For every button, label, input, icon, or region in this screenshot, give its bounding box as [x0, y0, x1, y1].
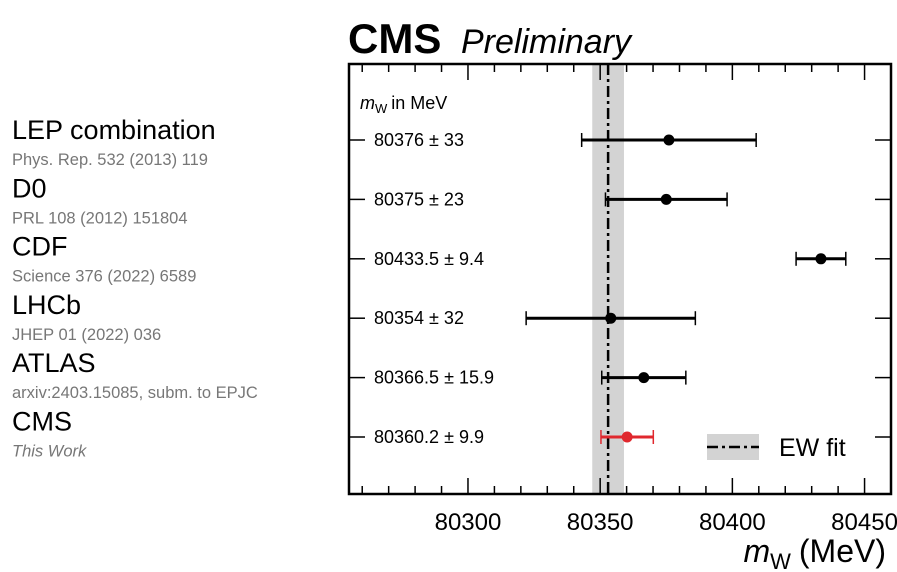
experiment-reference: Phys. Rep. 532 (2013) 119 [12, 151, 208, 169]
value-label: 80433.5 ± 9.4 [374, 249, 484, 269]
data-point [660, 193, 672, 205]
x-axis-label-symbol: m [743, 533, 770, 569]
experiment-reference: Science 376 (2022) 6589 [12, 268, 196, 286]
experiment-name: CMS [12, 407, 72, 437]
x-tick-label: 80300 [435, 509, 502, 536]
experiment-name: ATLAS [12, 348, 96, 378]
values-header-subscript: W [375, 101, 388, 116]
experiment-reference: JHEP 01 (2022) 036 [12, 326, 161, 344]
x-tick-label: 80400 [699, 509, 766, 536]
value-label: 80366.5 ± 15.9 [374, 368, 494, 388]
experiment-name: LEP combination [12, 115, 216, 145]
data-point [621, 431, 633, 443]
x-axis-label: mW (MeV) [743, 533, 886, 572]
data-point [605, 312, 617, 324]
value-label: 80360.2 ± 9.9 [374, 427, 484, 447]
preliminary-label: Preliminary [461, 23, 633, 61]
values-header-symbol: m [360, 93, 375, 113]
x-tick-label: 80350 [567, 509, 634, 536]
legend-ew-fit-label: EW fit [779, 434, 846, 462]
measurement-marks [525, 133, 847, 444]
experiment-name: LHCb [12, 290, 81, 320]
axis-ticks: 80300 80350 80400 80450 [349, 64, 897, 536]
value-label: 80376 ± 33 [374, 130, 464, 150]
data-point [815, 253, 827, 265]
cms-brand: CMS [348, 15, 441, 62]
experiment-reference: arxiv:2403.15085, subm. to EPJC [12, 384, 258, 402]
ew-fit-band-layer [592, 64, 624, 494]
experiment-reference: This Work [12, 443, 87, 461]
values-header-suffix: in MeV [391, 93, 447, 113]
values-header: mW in MeV [360, 93, 447, 116]
x-axis-label-unit: (MeV) [799, 533, 886, 569]
value-label: 80375 ± 23 [374, 189, 464, 209]
data-point [638, 372, 650, 384]
x-tick-label: 80450 [831, 509, 897, 536]
data-point [663, 134, 675, 146]
experiment-name: D0 [12, 173, 47, 203]
value-label: 80354 ± 32 [374, 308, 464, 328]
experiment-reference: PRL 108 (2012) 151804 [12, 209, 188, 227]
x-axis-label-subscript: W [770, 549, 791, 572]
experiment-labels: 80376 ± 33 LEP combination Phys. Rep. 532 … [12, 115, 494, 461]
plot-frame [347, 62, 893, 496]
experiment-name: CDF [12, 232, 68, 262]
legend: EW fit [707, 434, 846, 462]
